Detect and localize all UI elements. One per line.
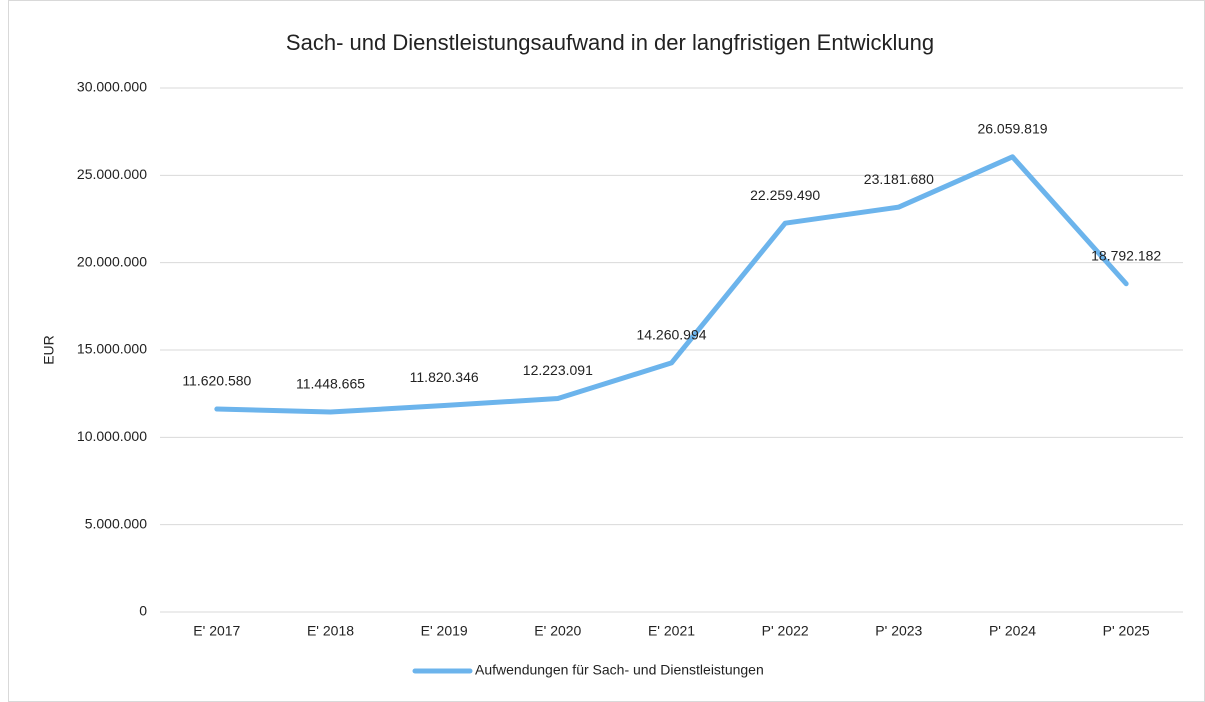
y-tick-label: 10.000.000 [77, 428, 147, 444]
data-label: 18.792.182 [1091, 247, 1161, 263]
data-label: 11.620.580 [182, 373, 251, 389]
data-label: 11.448.665 [296, 376, 365, 392]
y-tick-label: 20.000.000 [77, 253, 147, 269]
data-label: 12.223.091 [523, 362, 593, 378]
y-tick-label: 15.000.000 [77, 341, 147, 357]
data-label: 11.820.346 [410, 369, 479, 385]
x-tick-label: E' 2021 [648, 623, 695, 639]
y-tick-label: 0 [139, 603, 147, 619]
chart-title: Sach- und Dienstleistungsaufwand in der … [286, 30, 934, 55]
x-tick-label: E' 2017 [193, 623, 240, 639]
data-line [214, 154, 1129, 415]
data-label: 26.059.819 [977, 121, 1047, 137]
y-tick-label: 5.000.000 [85, 515, 147, 531]
data-label: 14.260.994 [636, 327, 706, 343]
x-tick-label: E' 2019 [421, 623, 468, 639]
x-tick-label: P' 2025 [1103, 623, 1150, 639]
y-tick-label: 25.000.000 [77, 166, 147, 182]
x-tick-label: E' 2020 [534, 623, 581, 639]
x-tick-label: P' 2024 [989, 623, 1036, 639]
y-axis-label: EUR [41, 335, 57, 365]
x-tick-label: E' 2018 [307, 623, 354, 639]
y-tick-label: 30.000.000 [77, 79, 147, 95]
data-label: 23.181.680 [864, 171, 934, 187]
chart-frame [8, 0, 1205, 702]
data-label: 22.259.490 [750, 187, 820, 203]
x-tick-label: P' 2023 [875, 623, 922, 639]
legend-label: Aufwendungen für Sach- und Dienstleistun… [475, 662, 764, 678]
x-tick-label: P' 2022 [762, 623, 809, 639]
